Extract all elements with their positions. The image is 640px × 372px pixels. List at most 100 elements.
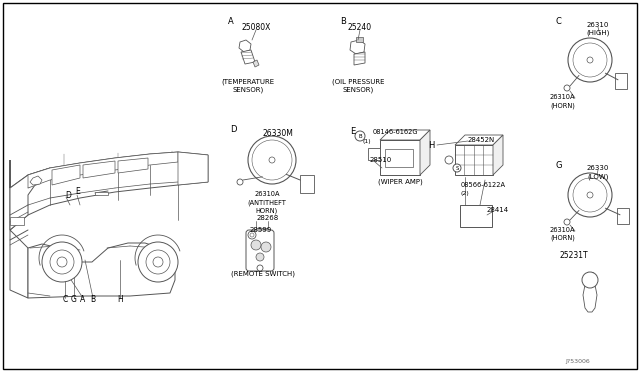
Circle shape	[568, 38, 612, 82]
Polygon shape	[354, 52, 365, 65]
Polygon shape	[28, 243, 175, 298]
Circle shape	[256, 253, 264, 261]
Circle shape	[153, 257, 163, 267]
Text: 25231T: 25231T	[560, 251, 589, 260]
Polygon shape	[253, 60, 259, 67]
Text: (HORN): (HORN)	[550, 235, 575, 241]
Text: H: H	[117, 295, 123, 305]
Text: B: B	[90, 295, 95, 305]
Text: 26310A: 26310A	[254, 191, 280, 197]
Polygon shape	[241, 50, 255, 64]
Polygon shape	[368, 148, 380, 160]
Polygon shape	[583, 285, 597, 312]
Circle shape	[581, 186, 599, 204]
Text: D: D	[65, 190, 71, 199]
Polygon shape	[239, 40, 251, 52]
Circle shape	[50, 250, 74, 274]
Text: 26330M: 26330M	[262, 128, 293, 138]
Circle shape	[577, 47, 603, 73]
Text: C: C	[555, 17, 561, 26]
Polygon shape	[380, 130, 430, 140]
Text: 26330: 26330	[587, 165, 609, 171]
FancyBboxPatch shape	[587, 272, 593, 277]
Polygon shape	[30, 176, 42, 185]
Circle shape	[251, 240, 261, 250]
FancyBboxPatch shape	[380, 140, 420, 175]
Text: E: E	[350, 128, 355, 137]
Circle shape	[237, 179, 243, 185]
Polygon shape	[118, 158, 148, 173]
Text: 28452N: 28452N	[468, 137, 495, 143]
Text: S: S	[455, 166, 459, 170]
Text: (ANTITHEFT: (ANTITHEFT	[248, 200, 287, 206]
Polygon shape	[10, 152, 208, 230]
Text: 26310: 26310	[587, 22, 609, 28]
Text: (1): (1)	[363, 140, 371, 144]
Circle shape	[57, 257, 67, 267]
Polygon shape	[10, 168, 50, 230]
FancyBboxPatch shape	[385, 149, 413, 167]
Polygon shape	[83, 161, 115, 178]
Text: 28599: 28599	[250, 227, 272, 233]
Text: (TEMPERATURE: (TEMPERATURE	[221, 79, 275, 85]
Circle shape	[269, 157, 275, 163]
Text: (LOW): (LOW)	[588, 174, 609, 180]
Circle shape	[261, 149, 283, 171]
Polygon shape	[420, 130, 430, 175]
Circle shape	[266, 154, 278, 166]
Polygon shape	[52, 165, 80, 185]
Polygon shape	[455, 135, 503, 145]
FancyBboxPatch shape	[586, 289, 594, 295]
Text: 26310A: 26310A	[550, 94, 575, 100]
FancyBboxPatch shape	[10, 217, 24, 225]
Polygon shape	[350, 40, 365, 54]
Circle shape	[585, 55, 595, 65]
Text: (WIPER AMP): (WIPER AMP)	[378, 179, 422, 185]
FancyBboxPatch shape	[615, 73, 627, 89]
Circle shape	[138, 242, 178, 282]
Circle shape	[587, 192, 593, 198]
Circle shape	[564, 85, 570, 91]
Polygon shape	[493, 135, 503, 175]
Circle shape	[581, 51, 599, 69]
Polygon shape	[28, 152, 178, 188]
FancyBboxPatch shape	[356, 37, 363, 42]
Text: SENSOR): SENSOR)	[232, 87, 264, 93]
FancyBboxPatch shape	[246, 230, 274, 271]
Circle shape	[248, 231, 256, 239]
Text: A: A	[228, 17, 234, 26]
Circle shape	[587, 57, 593, 63]
Text: (HIGH): (HIGH)	[586, 30, 610, 36]
FancyBboxPatch shape	[617, 208, 629, 224]
FancyBboxPatch shape	[460, 205, 492, 227]
Text: J?53006: J?53006	[565, 359, 589, 365]
Text: 28510: 28510	[370, 157, 392, 163]
Text: 25080X: 25080X	[241, 23, 271, 32]
Text: 08146-6162G: 08146-6162G	[372, 129, 418, 135]
Circle shape	[577, 182, 603, 208]
Circle shape	[42, 242, 82, 282]
Polygon shape	[10, 230, 28, 298]
Circle shape	[568, 173, 612, 217]
Text: B: B	[340, 17, 346, 26]
Text: B: B	[358, 134, 362, 138]
Text: C: C	[62, 295, 68, 305]
Circle shape	[573, 178, 607, 212]
Circle shape	[256, 144, 288, 176]
Text: (OIL PRESSURE: (OIL PRESSURE	[332, 79, 384, 85]
Text: D: D	[230, 125, 237, 135]
Circle shape	[564, 219, 570, 225]
Circle shape	[453, 164, 461, 172]
FancyBboxPatch shape	[447, 158, 451, 162]
Text: 08566-6122A: 08566-6122A	[461, 182, 506, 188]
Circle shape	[146, 250, 170, 274]
Circle shape	[582, 272, 598, 288]
Circle shape	[248, 136, 296, 184]
Text: 26310A: 26310A	[550, 227, 575, 233]
Text: 28268: 28268	[257, 215, 279, 221]
Text: 28414: 28414	[487, 207, 509, 213]
Text: H: H	[428, 141, 435, 150]
FancyBboxPatch shape	[300, 175, 314, 193]
Circle shape	[252, 140, 292, 180]
Text: (HORN): (HORN)	[550, 103, 575, 109]
